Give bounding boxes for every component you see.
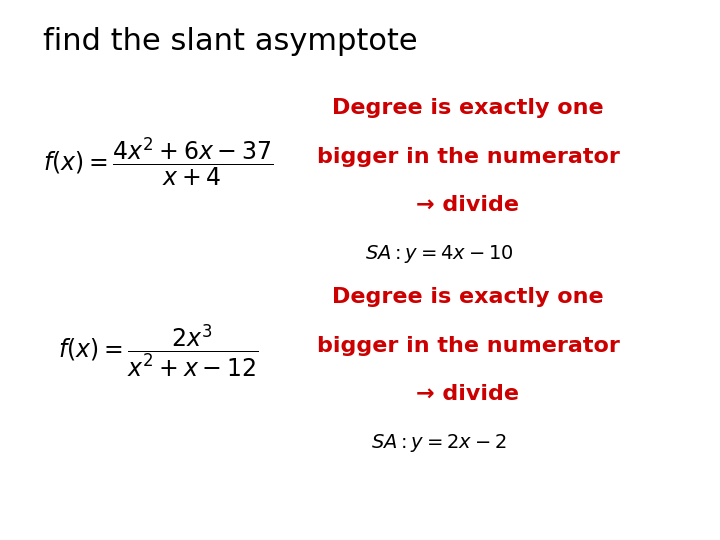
Text: $f(x)=\dfrac{2x^3}{x^2+x-12}$: $f(x)=\dfrac{2x^3}{x^2+x-12}$ <box>58 322 258 380</box>
Text: → divide: → divide <box>416 384 520 404</box>
Text: bigger in the numerator: bigger in the numerator <box>317 335 619 356</box>
Text: Degree is exactly one: Degree is exactly one <box>332 287 604 307</box>
Text: find the slant asymptote: find the slant asymptote <box>43 27 418 56</box>
Text: $SA: y = 4x-10$: $SA: y = 4x-10$ <box>365 243 513 265</box>
Text: → divide: → divide <box>416 195 520 215</box>
Text: bigger in the numerator: bigger in the numerator <box>317 146 619 167</box>
Text: Degree is exactly one: Degree is exactly one <box>332 98 604 118</box>
Text: $f(x)=\dfrac{4x^2+6x-37}{x+4}$: $f(x)=\dfrac{4x^2+6x-37}{x+4}$ <box>43 136 274 188</box>
Text: $SA: y = 2x-2$: $SA: y = 2x-2$ <box>372 432 507 454</box>
